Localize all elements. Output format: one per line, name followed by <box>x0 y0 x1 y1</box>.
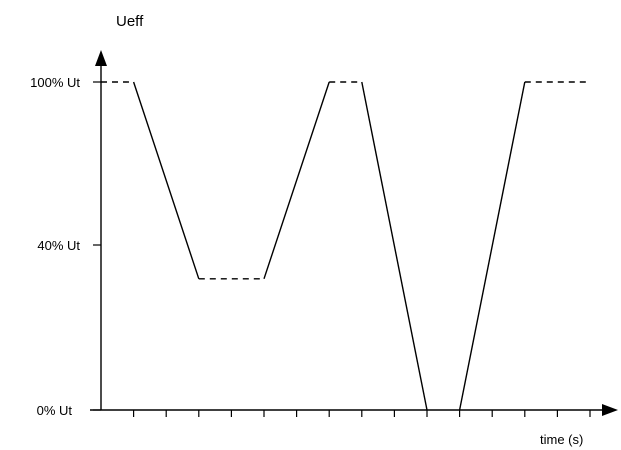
y-axis-arrow <box>95 50 107 66</box>
y-tick-label-100: 100% Ut <box>30 75 80 90</box>
waveform-segment-6-solid <box>361 81 428 411</box>
waveform-segment-2-solid <box>132 81 200 280</box>
x-axis-arrow <box>602 404 618 416</box>
y-tick-label-40: 40% Ut <box>37 238 80 253</box>
waveform-segment-7-solid <box>458 81 526 411</box>
y-tick-label-0: 0% Ut <box>37 403 73 418</box>
y-ticks: 100% Ut 40% Ut 0% Ut <box>30 75 101 418</box>
x-ticks <box>133 410 591 417</box>
x-axis-title: time (s) <box>540 432 583 447</box>
waveform <box>101 81 590 411</box>
y-axis-title: Ueff <box>116 13 144 30</box>
waveform-segment-4-solid <box>263 81 330 280</box>
